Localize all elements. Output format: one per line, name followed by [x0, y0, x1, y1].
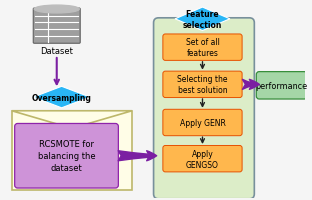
FancyBboxPatch shape [256, 72, 307, 100]
Text: Apply
GENGSO: Apply GENGSO [186, 149, 219, 169]
Text: Feature
selection: Feature selection [183, 10, 222, 30]
FancyBboxPatch shape [33, 9, 80, 44]
Text: Set of all
features: Set of all features [186, 38, 219, 58]
Text: Apply GENR: Apply GENR [179, 118, 226, 127]
Text: Dataset: Dataset [40, 46, 73, 55]
Text: Oversampling: Oversampling [32, 93, 91, 102]
Text: performance: performance [256, 81, 308, 90]
FancyBboxPatch shape [163, 72, 242, 98]
Polygon shape [12, 111, 132, 129]
Text: Selecting the
best solution: Selecting the best solution [177, 75, 228, 95]
FancyBboxPatch shape [15, 124, 118, 188]
Ellipse shape [34, 6, 79, 14]
Polygon shape [175, 8, 230, 31]
FancyBboxPatch shape [163, 110, 242, 136]
Text: RCSMOTE for
balancing the
dataset: RCSMOTE for balancing the dataset [38, 140, 95, 172]
Polygon shape [33, 87, 90, 108]
Polygon shape [12, 111, 132, 190]
FancyBboxPatch shape [154, 19, 254, 199]
FancyBboxPatch shape [163, 146, 242, 172]
FancyBboxPatch shape [163, 35, 242, 61]
